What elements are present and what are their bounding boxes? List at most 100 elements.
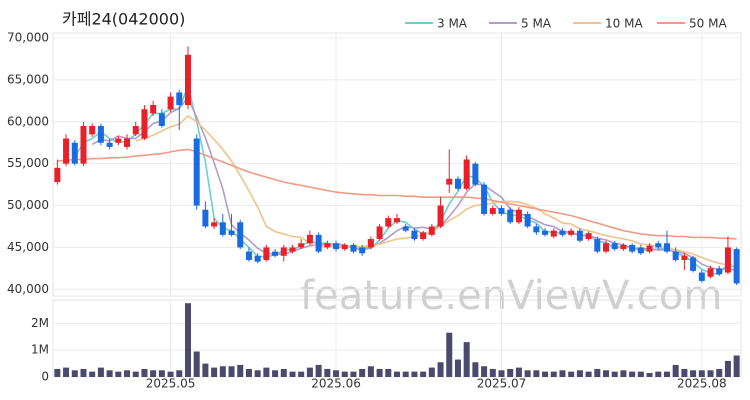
candle-body xyxy=(594,239,601,252)
ma-line xyxy=(57,148,737,240)
candle-body xyxy=(306,234,313,244)
candle-body xyxy=(167,96,174,110)
candle-body xyxy=(141,109,148,139)
volume-bar xyxy=(716,368,723,377)
candle-body xyxy=(254,255,261,262)
volume-bar xyxy=(463,342,470,377)
y-tick-label: 50,000 xyxy=(7,198,49,212)
volume-bar xyxy=(219,366,226,377)
candle-body xyxy=(559,230,566,235)
volume-bar xyxy=(576,370,583,377)
candle-body xyxy=(245,251,252,260)
candle-body xyxy=(80,125,87,164)
volume-bar xyxy=(167,371,174,377)
legend-label: 10 MA xyxy=(605,17,643,31)
candle-body xyxy=(237,222,244,248)
volume-bar xyxy=(158,370,165,377)
volume-bar xyxy=(550,371,557,377)
y-tick-label: 70,000 xyxy=(7,31,49,45)
volume-bar xyxy=(724,360,731,377)
volume-bar xyxy=(115,371,122,377)
candle-body xyxy=(359,247,366,254)
candle-body xyxy=(71,142,78,164)
y-tick-label: 55,000 xyxy=(7,156,49,170)
volume-bar xyxy=(124,370,131,377)
volume-bar xyxy=(228,366,235,377)
volume-bar xyxy=(237,364,244,377)
candle-body xyxy=(420,232,427,240)
candle-body xyxy=(158,113,165,126)
candle-body xyxy=(54,167,61,183)
candle-body xyxy=(550,230,557,237)
candle-body xyxy=(202,209,209,227)
volume-bar xyxy=(245,368,252,377)
candle-body xyxy=(533,226,540,233)
volume-bar xyxy=(324,368,331,377)
volume-bar xyxy=(132,371,139,377)
volume-bar xyxy=(594,368,601,377)
candle-body xyxy=(333,243,340,250)
volume-bar xyxy=(298,371,305,377)
candle-body xyxy=(193,138,200,206)
candle-body xyxy=(472,163,479,185)
candle-body xyxy=(263,247,270,260)
volume-bar xyxy=(254,370,261,377)
candle-body xyxy=(272,251,279,256)
volume-tick-label: 2M xyxy=(31,316,49,330)
candle-body xyxy=(507,209,514,223)
volume-bar xyxy=(402,371,409,377)
candle-body xyxy=(211,222,218,227)
candle-body xyxy=(394,218,400,223)
volume-bar xyxy=(176,370,183,377)
candle-body xyxy=(115,138,122,143)
volume-bar xyxy=(306,367,313,377)
candle-body xyxy=(176,92,183,106)
volume-bar xyxy=(97,367,104,377)
candle-body xyxy=(481,184,488,214)
candle-body xyxy=(681,255,688,260)
volume-bar xyxy=(524,370,531,377)
volume-bar xyxy=(80,368,87,377)
volume-bar xyxy=(733,355,740,377)
volume-bar xyxy=(707,370,714,377)
candle-body xyxy=(89,125,96,135)
volume-bar xyxy=(603,370,610,377)
candle-body xyxy=(219,222,226,235)
volume-bar xyxy=(272,370,279,377)
candle-body xyxy=(489,208,496,214)
candle-body xyxy=(576,230,583,241)
volume-bar xyxy=(698,370,705,377)
volume-bar xyxy=(611,371,618,377)
volume-bar xyxy=(428,367,435,377)
volume-bar xyxy=(263,367,270,377)
candle-body xyxy=(568,230,575,235)
volume-bar xyxy=(620,370,627,377)
volume-bar xyxy=(63,367,70,377)
volume-bar xyxy=(89,371,96,377)
candle-body xyxy=(350,244,357,252)
volume-bar xyxy=(672,364,679,377)
volume-bar xyxy=(333,370,340,377)
candle-body xyxy=(280,247,287,256)
y-tick-label: 45,000 xyxy=(7,240,49,254)
candle-body xyxy=(63,138,70,164)
chart-title: 카페24(042000) xyxy=(62,10,185,29)
volume-bar xyxy=(637,371,644,377)
volume-bar xyxy=(515,367,522,377)
candle-body xyxy=(298,243,305,248)
volume-bar xyxy=(655,371,662,377)
volume-bar xyxy=(376,368,383,377)
candle-body xyxy=(376,226,383,240)
candle-body xyxy=(428,226,435,235)
volume-bar xyxy=(394,371,400,377)
volume-tick-label: 1M xyxy=(31,343,49,357)
candle-body xyxy=(724,247,731,273)
volume-bar xyxy=(367,366,374,377)
volume-bar xyxy=(559,370,566,377)
volume-bar xyxy=(568,371,575,377)
y-tick-label: 40,000 xyxy=(7,282,49,296)
candle-body xyxy=(620,244,627,250)
volume-panel xyxy=(52,299,742,378)
volume-bar xyxy=(681,368,688,377)
candle-body xyxy=(515,209,522,223)
